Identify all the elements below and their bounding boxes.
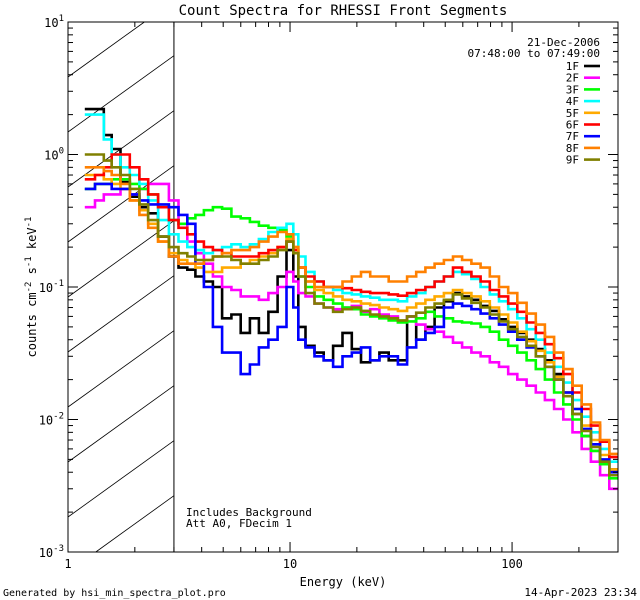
annotation-date: 21-Dec-2006 <box>527 36 600 49</box>
footer-timestamp: 14-Apr-2023 23:34 <box>524 586 637 599</box>
hatched-region <box>67 21 175 553</box>
series-line-4F <box>84 113 618 463</box>
x-tick-label: 10 <box>283 557 297 571</box>
hatch-line <box>67 21 145 78</box>
series-group <box>84 107 618 491</box>
generated-by-text: Generated by hsi_min_spectra_plot.pro <box>3 588 226 599</box>
legend-label: 2F <box>566 72 579 85</box>
legend-label: 3F <box>566 83 579 96</box>
series-line-7F <box>84 182 618 474</box>
y-tick-label: 10-2 <box>39 412 64 428</box>
hatch-line <box>67 165 175 243</box>
legend-label: 4F <box>566 95 579 108</box>
hatch-line <box>67 220 175 298</box>
axes: 1 10 100 10-3 10-2 10-1 100 101 <box>39 14 619 571</box>
series-line-9F <box>84 153 618 477</box>
legend-label: 8F <box>566 142 579 155</box>
legend-label: 1F <box>566 60 579 73</box>
hatch-line <box>67 330 175 408</box>
series-line-6F <box>84 153 618 459</box>
hatch-line <box>67 440 175 518</box>
legend-label: 7F <box>566 130 579 143</box>
hatch-line <box>67 385 175 463</box>
annotation-attenuator: Att A0, FDecim 1 <box>186 517 292 530</box>
x-axis-label: Energy (keV) <box>300 575 387 589</box>
y-axis-label: counts cm-2 s-1 keV-1 <box>24 217 39 358</box>
x-tick-label: 100 <box>501 557 523 571</box>
hatch-line <box>67 55 175 133</box>
series-line-8F <box>84 166 618 456</box>
annotation-time-range: 07:48:00 to 07:49:00 <box>468 47 600 60</box>
hatch-line <box>67 275 175 353</box>
y-tick-label: 101 <box>44 14 64 30</box>
legend-label: 9F <box>566 154 579 167</box>
annotation-background: Includes Background <box>186 506 312 519</box>
x-tick-label: 1 <box>64 557 71 571</box>
y-tick-label: 10-3 <box>39 544 64 560</box>
legend-label: 5F <box>566 107 579 120</box>
series-line-3F <box>84 178 618 480</box>
legend-label: 6F <box>566 119 579 132</box>
hatch-line <box>95 495 175 553</box>
y-tick-label: 100 <box>44 147 64 163</box>
y-tick-label: 10-1 <box>39 279 64 295</box>
chart-title: Count Spectra for RHESSI Front Segments <box>179 3 508 19</box>
